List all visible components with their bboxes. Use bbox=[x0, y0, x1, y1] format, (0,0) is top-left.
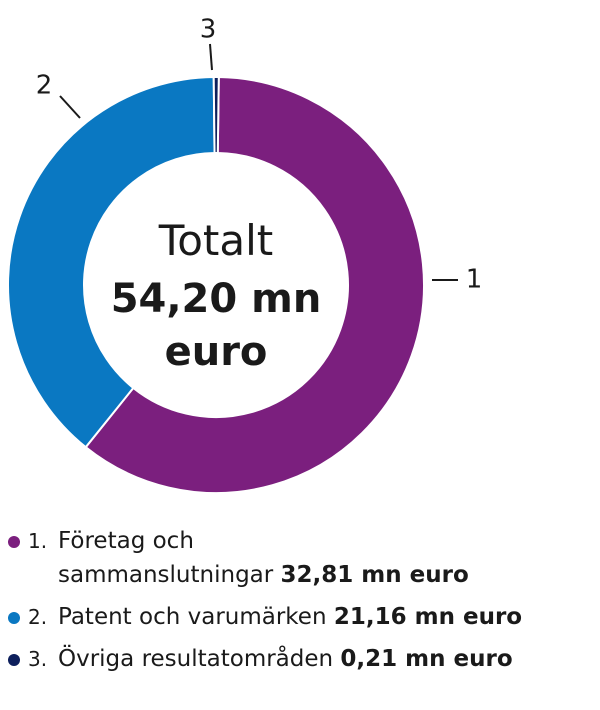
chart-legend: 1. Företag och sammanslutningar 32,81 mn… bbox=[6, 524, 596, 684]
legend-item-3: 3. Övriga resultatområden 0,21 mn euro bbox=[6, 642, 596, 676]
legend-item-1: 1. Företag och sammanslutningar 32,81 mn… bbox=[6, 524, 596, 592]
legend-label-2: Patent och varumärken bbox=[58, 604, 327, 630]
center-label-title: Totalt bbox=[158, 216, 274, 265]
donut-chart: 1 2 3 Totalt 54,20 mn euro bbox=[0, 0, 600, 510]
legend-number-1: 1. bbox=[28, 524, 47, 558]
callout-line-2 bbox=[60, 96, 80, 118]
donut-slice-3 bbox=[214, 77, 219, 153]
legend-swatch-1 bbox=[8, 536, 20, 548]
legend-label-1b: sammanslutningar bbox=[58, 562, 273, 588]
legend-label-3: Övriga resultatområden bbox=[58, 646, 333, 672]
legend-number-3: 3. bbox=[28, 642, 47, 676]
callout-label-1: 1 bbox=[466, 265, 483, 295]
legend-swatch-2 bbox=[8, 612, 20, 624]
legend-item-2: 2. Patent och varumärken 21,16 mn euro bbox=[6, 600, 596, 634]
callout-label-2: 2 bbox=[36, 71, 53, 101]
center-label-total: 54,20 mn bbox=[111, 276, 322, 322]
legend-value-3: 0,21 mn euro bbox=[340, 646, 512, 672]
legend-label-1a: Företag och bbox=[58, 528, 194, 554]
legend-value-2: 21,16 mn euro bbox=[334, 604, 522, 630]
legend-number-2: 2. bbox=[28, 600, 47, 634]
legend-value-1: 32,81 mn euro bbox=[281, 562, 469, 588]
callout-line-3 bbox=[210, 44, 212, 70]
callout-label-3: 3 bbox=[200, 15, 217, 45]
legend-swatch-3 bbox=[8, 654, 20, 666]
center-label-unit: euro bbox=[165, 329, 268, 375]
